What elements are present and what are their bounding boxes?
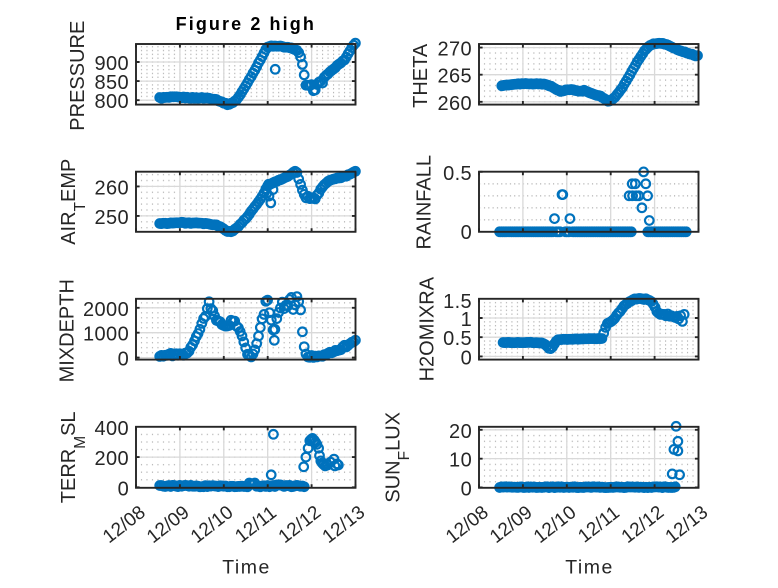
- svg-text:900: 900: [95, 53, 130, 75]
- svg-text:MIXDEPTH: MIXDEPTH: [57, 279, 79, 382]
- svg-text:270: 270: [438, 39, 473, 61]
- svg-text:AIR: AIR: [58, 211, 80, 244]
- svg-text:20: 20: [449, 421, 472, 443]
- svg-text:200: 200: [95, 448, 130, 470]
- svg-text:0: 0: [461, 479, 473, 501]
- svg-text:2000: 2000: [83, 299, 129, 321]
- svg-text:1.5: 1.5: [443, 291, 472, 313]
- svg-text:Time: Time: [222, 557, 271, 579]
- svg-text:H2OMIXRA: H2OMIXRA: [417, 276, 439, 381]
- svg-text:Figure 2 high: Figure 2 high: [176, 14, 316, 34]
- svg-text:SL: SL: [58, 411, 80, 435]
- svg-text:265: 265: [438, 66, 473, 88]
- svg-text:T: T: [72, 202, 89, 212]
- svg-text:800: 800: [95, 91, 130, 113]
- svg-text:260: 260: [438, 93, 473, 115]
- svg-text:0: 0: [118, 478, 130, 500]
- svg-text:850: 850: [95, 72, 130, 94]
- svg-text:10: 10: [449, 450, 472, 472]
- svg-text:M: M: [72, 436, 89, 449]
- svg-text:250: 250: [95, 207, 130, 229]
- svg-text:1000: 1000: [83, 324, 129, 346]
- svg-text:LUX: LUX: [382, 412, 404, 451]
- svg-text:0: 0: [461, 347, 473, 369]
- svg-text:EMP: EMP: [58, 159, 80, 202]
- svg-text:0.5: 0.5: [443, 328, 472, 350]
- svg-text:SUN: SUN: [382, 460, 404, 502]
- svg-text:PRESSURE: PRESSURE: [67, 21, 89, 131]
- svg-text:F: F: [396, 451, 413, 460]
- svg-text:TERR: TERR: [58, 449, 80, 503]
- svg-text:1: 1: [461, 309, 473, 331]
- svg-text:260: 260: [95, 177, 130, 199]
- svg-text:0.5: 0.5: [443, 163, 472, 185]
- svg-text:THETA: THETA: [410, 43, 432, 108]
- svg-text:0: 0: [118, 349, 130, 371]
- svg-text:Time: Time: [565, 557, 614, 579]
- svg-text:400: 400: [95, 418, 130, 440]
- svg-text:0: 0: [461, 222, 473, 244]
- svg-text:RAINFALL: RAINFALL: [414, 155, 436, 249]
